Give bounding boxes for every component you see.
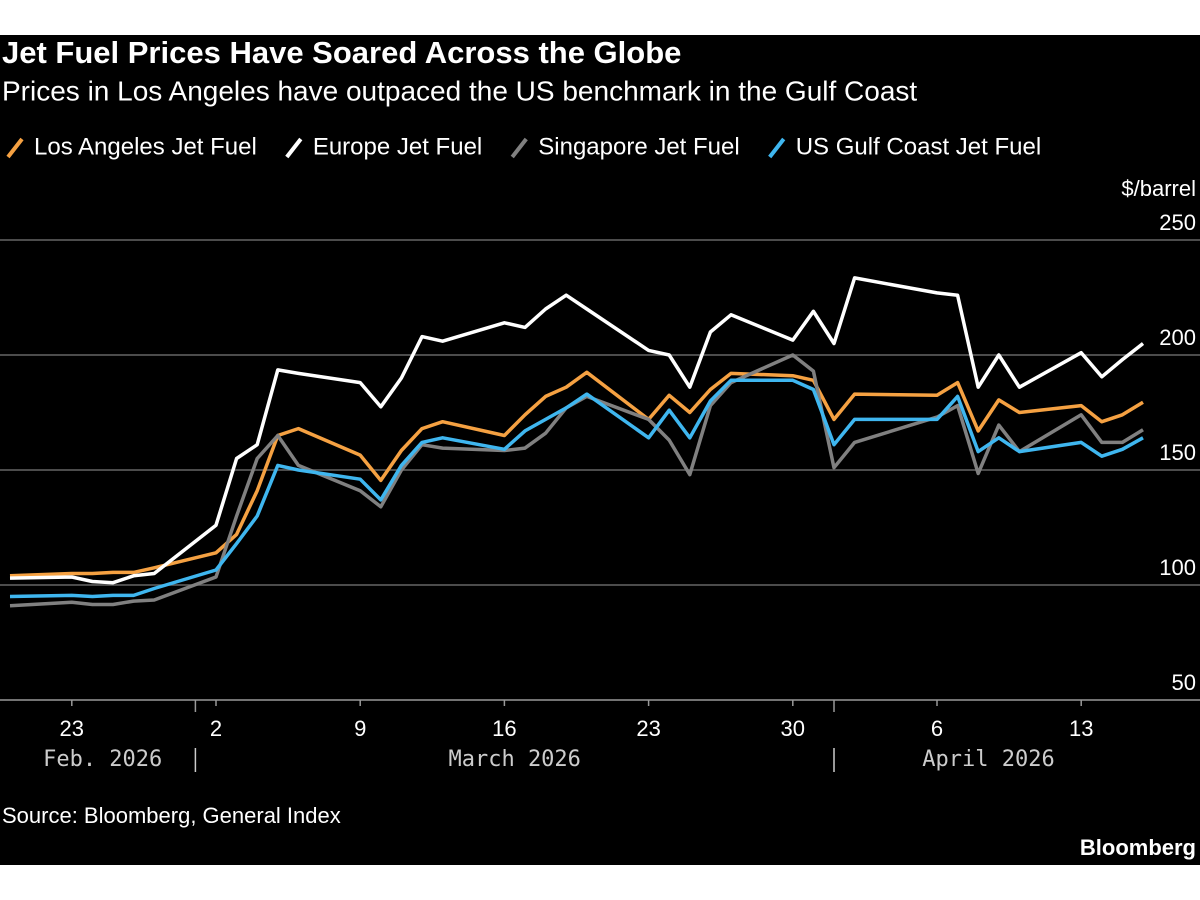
legend-marker [285, 137, 303, 159]
background [0, 35, 1200, 865]
x-tick-label: 13 [1069, 716, 1093, 741]
y-axis-label: $/barrel [1121, 176, 1196, 201]
x-group-label: March 2026 [448, 747, 580, 772]
legend-label: Singapore Jet Fuel [538, 133, 739, 160]
x-tick-label: 2 [210, 716, 222, 741]
legend-marker [6, 137, 24, 159]
y-tick-label: 250 [1159, 210, 1196, 235]
x-tick-label: 23 [636, 716, 660, 741]
series-line [9, 276, 1145, 585]
x-tick-label: 9 [354, 716, 366, 741]
x-tick-label: 23 [60, 716, 84, 741]
y-tick-label: 150 [1159, 440, 1196, 465]
legend-label: Europe Jet Fuel [313, 133, 482, 160]
chart-subtitle: Prices in Los Angeles have outpaced the … [2, 75, 917, 106]
y-tick-label: 200 [1159, 325, 1196, 350]
series-line [9, 370, 1144, 578]
x-tick-label: 6 [931, 716, 943, 741]
x-group-label: April 2026 [922, 747, 1054, 772]
brand: Bloomberg [1080, 835, 1196, 860]
x-tick-label: 30 [781, 716, 805, 741]
series-line [9, 378, 1144, 599]
legend-marker [768, 137, 786, 159]
y-tick-label: 50 [1172, 670, 1196, 695]
y-tick-label: 100 [1159, 555, 1196, 580]
legend-marker [510, 137, 528, 159]
source: Source: Bloomberg, General Index [2, 803, 341, 828]
legend-label: Los Angeles Jet Fuel [34, 133, 257, 160]
x-tick-label: 16 [492, 716, 516, 741]
x-group-label: Feb. 2026 [43, 747, 162, 772]
legend-label: US Gulf Coast Jet Fuel [796, 133, 1041, 160]
chart-title: Jet Fuel Prices Have Soared Across the G… [2, 35, 681, 70]
